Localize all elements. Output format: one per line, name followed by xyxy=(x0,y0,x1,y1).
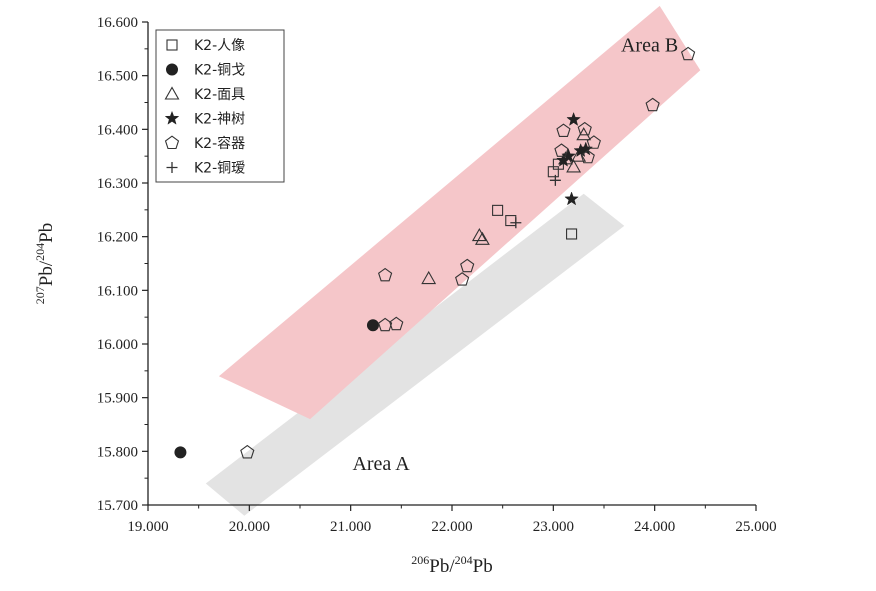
point-pentagon-4-3 xyxy=(577,121,592,136)
legend-label-4: K2-容器 xyxy=(194,135,245,152)
point-pentagon-4-0 xyxy=(680,46,696,61)
y-tick-label-3: 16.000 xyxy=(97,337,138,353)
points-layer xyxy=(174,46,696,459)
y-tick-label-1: 15.800 xyxy=(97,444,138,460)
x-tick-label-1: 20.000 xyxy=(229,519,270,535)
point-plus-5-0 xyxy=(549,174,561,186)
y-tick-label-9: 16.600 xyxy=(97,15,138,31)
point-pentagon-4-5 xyxy=(580,149,595,164)
point-square-0-2 xyxy=(492,204,504,216)
point-triangle-2-1 xyxy=(471,227,487,242)
point-pentagon-4-1 xyxy=(645,97,660,112)
point-pentagon-4-6 xyxy=(554,143,569,157)
point-triangle-2-3 xyxy=(566,159,582,173)
x-axis-title-part-2: 204 xyxy=(455,553,473,567)
x-tick-label-3: 22.000 xyxy=(431,519,472,535)
legend-marker-3 xyxy=(164,110,180,125)
point-pentagon-4-12 xyxy=(240,444,255,459)
point-square-0-4 xyxy=(566,228,578,240)
legend-box xyxy=(155,29,285,183)
point-circle-1-0 xyxy=(174,446,187,459)
legend-marker-1 xyxy=(166,63,178,76)
x-tick-label-5: 24.000 xyxy=(634,519,675,535)
axes-layer: 19.000 20.000 21.000 22.000 23.000 24.000 25.0… xyxy=(97,15,777,535)
point-star-3-3 xyxy=(561,148,576,163)
legend-label-1: K2-铜戈 xyxy=(194,63,245,79)
y-tick-label-2: 15.900 xyxy=(97,391,138,407)
legend-marker-2 xyxy=(164,86,180,100)
point-triangle-2-0 xyxy=(421,270,437,285)
point-pentagon-4-11 xyxy=(389,316,404,331)
x-tick-label-2: 21.000 xyxy=(330,519,371,535)
point-plus-5-1 xyxy=(510,217,522,229)
y-tick-label-0: 15.700 xyxy=(97,498,138,514)
legend-label-5: K2-铜瑷 xyxy=(194,161,245,177)
legend-label-3: K2-神树 xyxy=(194,112,245,128)
y-tick-label-7: 16.400 xyxy=(97,122,138,138)
point-pentagon-4-8 xyxy=(460,258,475,273)
y-tick-label-8: 16.500 xyxy=(97,69,138,85)
point-circle-1-1 xyxy=(366,319,379,332)
y-axis-title-part-3: Pb xyxy=(36,223,57,243)
x-axis-title-part-3: Pb xyxy=(473,556,493,577)
x-tick-label-4: 23.000 xyxy=(533,519,574,535)
x-axis-title-part-0: 206 xyxy=(411,553,429,567)
legend-label-0: K2-人像 xyxy=(194,38,245,54)
y-axis-title: 207Pb/204Pb xyxy=(33,223,57,304)
y-tick-label-5: 16.200 xyxy=(97,230,138,246)
x-tick-label-6: 25.000 xyxy=(735,519,776,535)
x-tick-label-0: 19.000 xyxy=(127,519,168,535)
region-label-0: Area A xyxy=(352,453,410,475)
x-axis-title: 206Pb/204Pb xyxy=(411,553,492,577)
y-tick-label-4: 16.100 xyxy=(97,283,138,299)
point-triangle-2-2 xyxy=(474,231,490,245)
region-band-1 xyxy=(218,5,701,420)
region-label-1: Area B xyxy=(621,35,678,57)
point-pentagon-4-7 xyxy=(378,267,393,282)
point-pentagon-4-4 xyxy=(586,135,601,149)
point-star-3-0 xyxy=(566,111,581,126)
point-pentagon-4-2 xyxy=(556,123,571,137)
y-axis-title-part-0: 207 xyxy=(33,286,47,304)
legend-label-2: K2-面具 xyxy=(194,87,245,103)
y-axis-title-part-2: 204 xyxy=(33,243,47,261)
y-axis-title-part-1: Pb/ xyxy=(36,260,57,286)
y-tick-label-6: 16.300 xyxy=(97,176,138,192)
regions-layer: Area A Area B xyxy=(205,5,701,516)
legend-marker-0 xyxy=(166,39,178,51)
legend-marker-5 xyxy=(166,162,178,173)
point-pentagon-4-9 xyxy=(455,272,470,286)
region-band-0 xyxy=(205,193,625,516)
x-axis-title-part-1: Pb/ xyxy=(429,556,455,577)
point-star-3-1 xyxy=(564,191,579,206)
point-pentagon-4-10 xyxy=(378,317,393,332)
legend-marker-4 xyxy=(164,135,180,150)
legend: K2-人像 K2-铜戈 K2-面具 K2-神树 K2-容器 K2-铜瑷 xyxy=(155,29,285,183)
